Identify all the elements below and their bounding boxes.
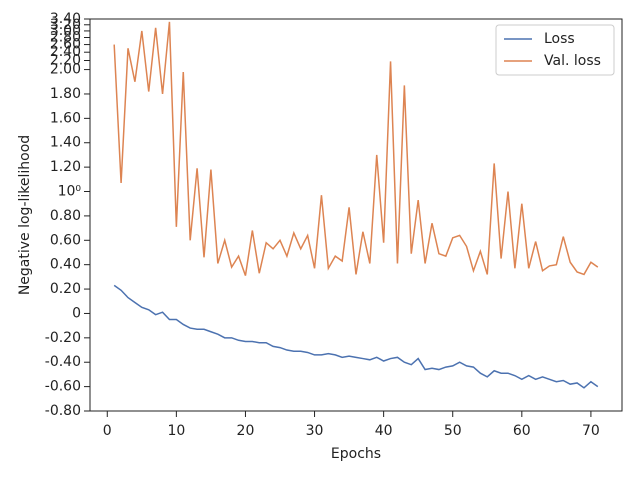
legend-box [495, 24, 615, 76]
y-tick-label: 2.80 [50, 30, 81, 46]
x-tick-label: 20 [237, 423, 255, 439]
y-tick-label: -0.80 [45, 403, 81, 419]
y-tick-label: 2.40 [50, 44, 81, 60]
legend-label: Val. loss [544, 53, 601, 69]
y-tick-label: -0.40 [45, 354, 81, 370]
y-tick-label: 3.00 [50, 23, 81, 39]
y-tick-label: 2.60 [50, 37, 81, 53]
y-tick-label: 3.20 [50, 17, 81, 33]
x-axis-label: Epochs [331, 446, 381, 462]
x-tick-label: 50 [444, 423, 462, 439]
y-tick-label: -0.20 [45, 330, 81, 346]
x-tick-label: 10 [167, 423, 185, 439]
y-tick-label: 3.40 [50, 11, 81, 27]
y-tick-label: 0 [72, 305, 81, 321]
x-tick-label: 40 [375, 423, 393, 439]
series-line [113, 21, 599, 276]
x-tick-label: 60 [513, 423, 531, 439]
y-tick-label: 2.20 [50, 52, 81, 68]
series-line [113, 284, 599, 389]
x-tick-label: 30 [306, 423, 324, 439]
x-tick-label: 70 [582, 423, 600, 439]
y-tick-label: 1.40 [50, 135, 81, 151]
y-tick-label: 10⁰ [58, 184, 82, 200]
y-tick-label: 0.80 [50, 208, 81, 224]
y-tick-label: 0.40 [50, 257, 81, 273]
y-tick-label: 0.20 [50, 281, 81, 297]
y-axis-label: Negative log-likelihood [17, 135, 33, 295]
y-tick-label: -0.60 [45, 379, 81, 395]
y-tick-label: 2.00 [50, 62, 81, 78]
y-tick-label: 1.80 [50, 86, 81, 102]
plot-frame [89, 18, 623, 412]
y-tick-label: 1.20 [50, 159, 81, 175]
y-tick-label: 0.60 [50, 232, 81, 248]
x-tick-label: 0 [103, 423, 112, 439]
legend-label: Loss [544, 31, 575, 47]
y-tick-label: 1.60 [50, 110, 81, 126]
